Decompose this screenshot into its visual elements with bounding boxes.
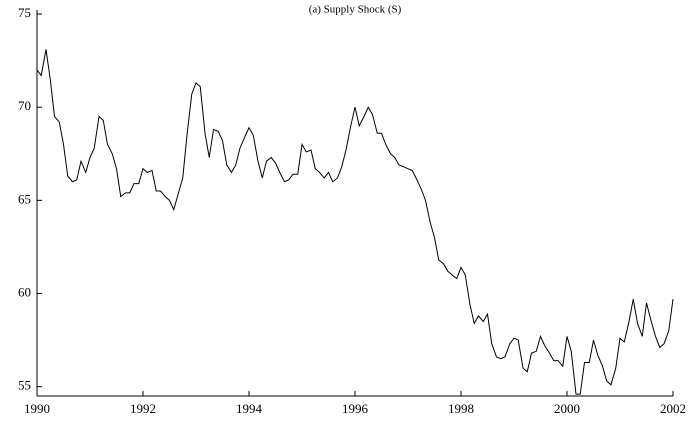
y-tick-label: 75 [18,5,31,20]
chart-title: (a) Supply Shock (S) [309,4,402,16]
x-tick-label: 1992 [130,401,156,416]
y-tick-label: 55 [18,378,31,393]
y-tick-label: 65 [18,191,31,206]
y-tick-label: 70 [18,98,31,113]
x-tick-label: 1996 [342,401,369,416]
y-tick-label: 60 [18,284,31,299]
series-line [36,49,674,395]
x-tick-label: 1998 [448,401,474,416]
x-tick-label: 2000 [554,401,580,416]
x-tick-label: 1994 [236,401,263,416]
x-tick-label: 2002 [660,401,686,416]
x-tick-label: 1990 [24,401,50,416]
